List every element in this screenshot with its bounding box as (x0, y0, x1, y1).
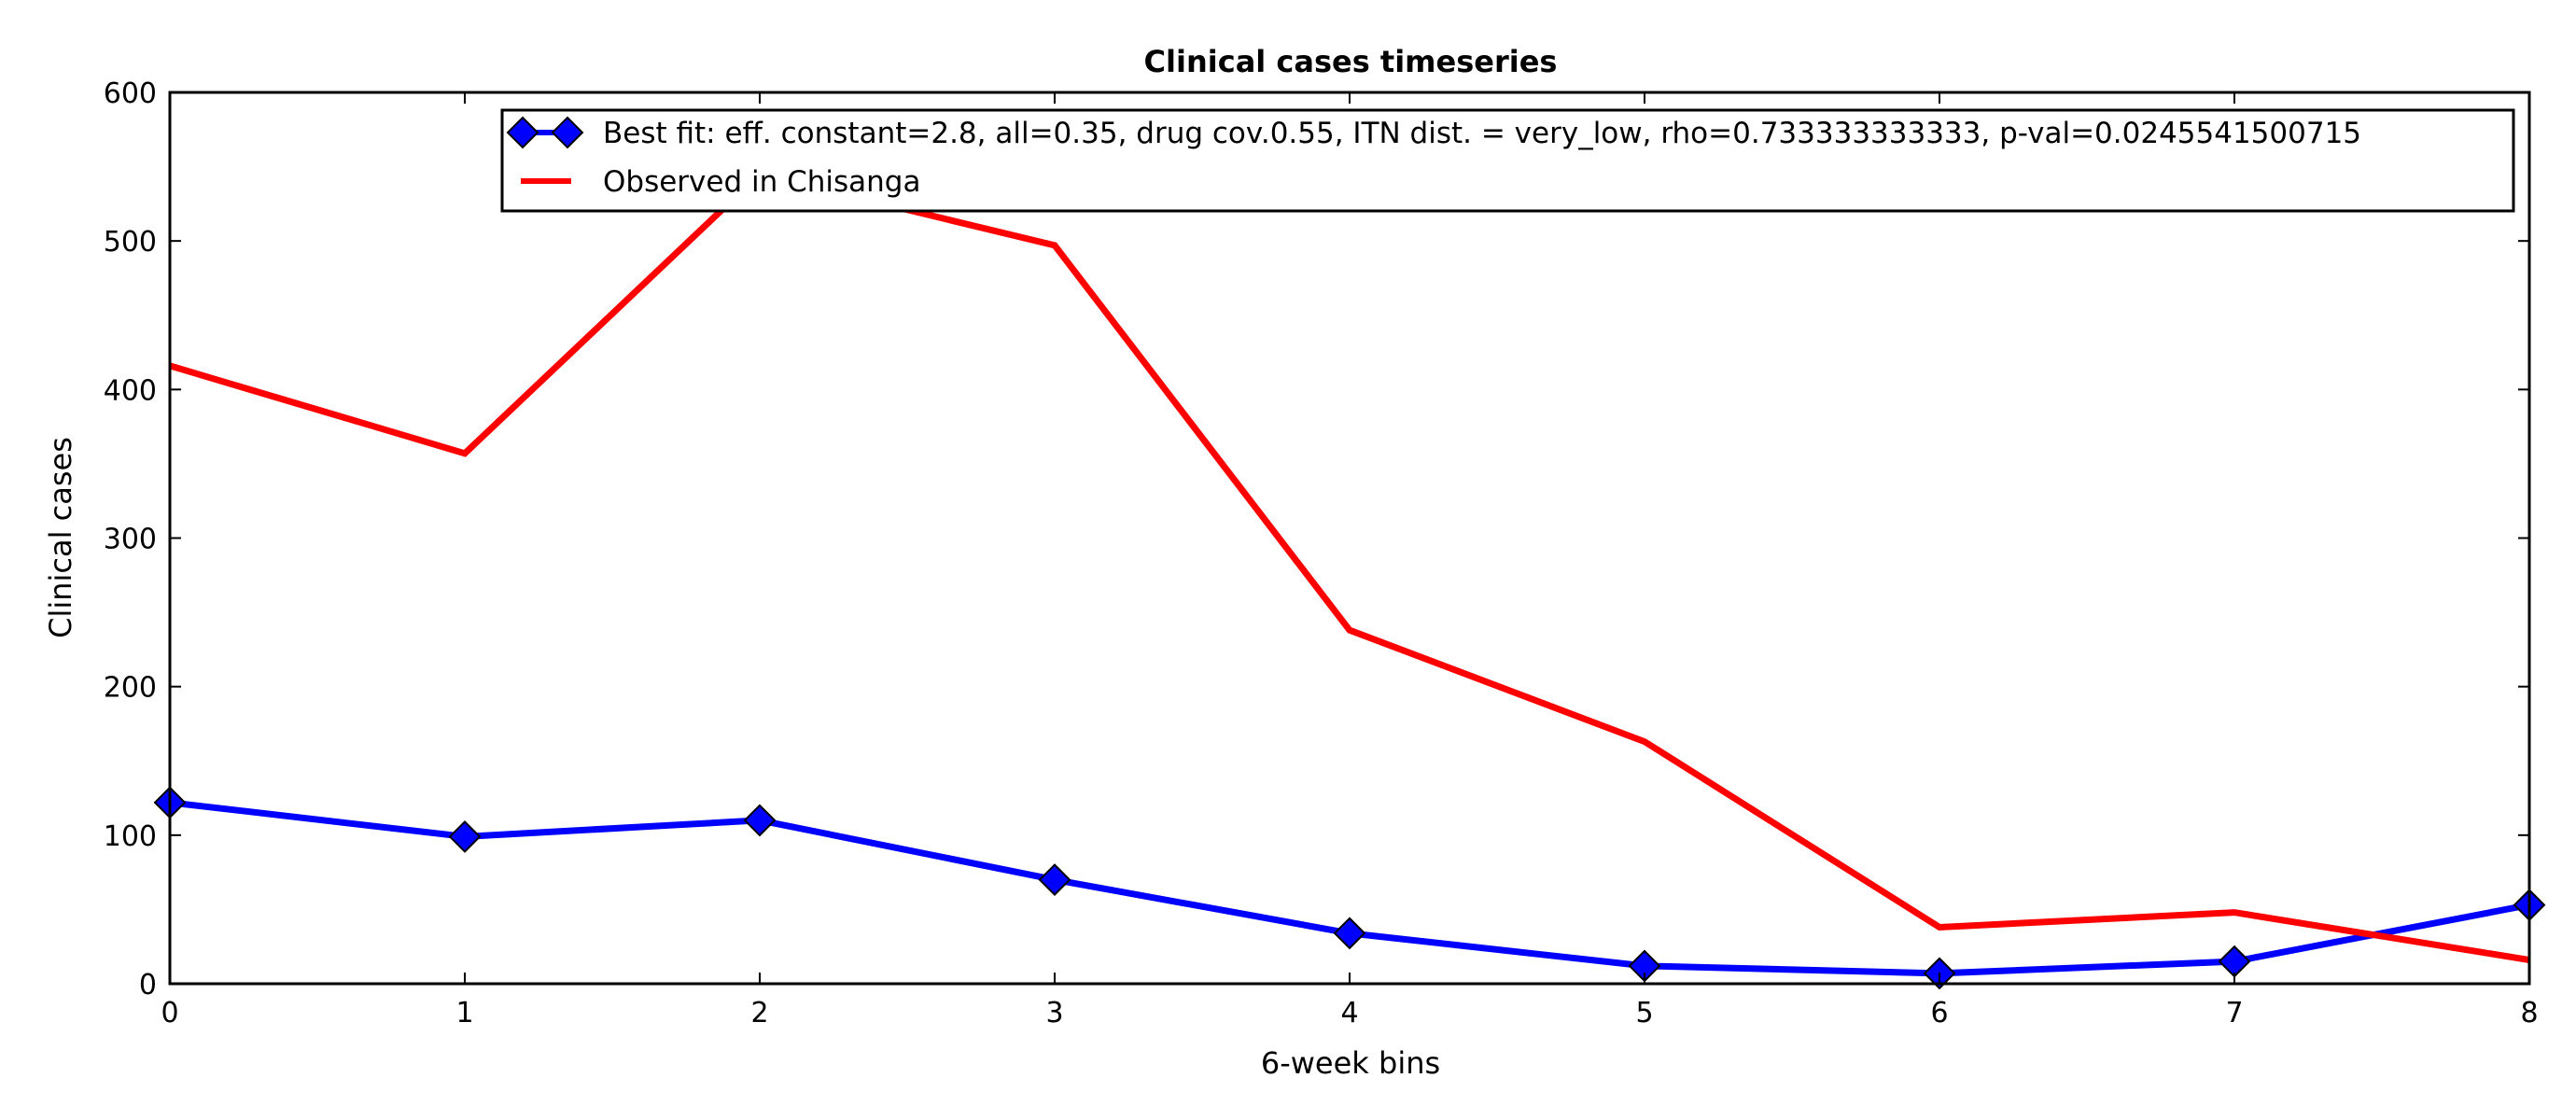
chart-title: Clinical cases timeseries (1144, 44, 1558, 79)
y-tick-label: 500 (104, 226, 157, 259)
y-tick-label: 200 (104, 672, 157, 705)
legend-box (500, 108, 2515, 213)
x-axis-label: 6-week bins (1261, 1045, 1440, 1081)
legend-marker-best-fit-left (506, 116, 539, 149)
x-tick-label: 7 (2225, 997, 2243, 1029)
x-tick-label: 1 (455, 997, 473, 1029)
x-tick-label: 0 (161, 997, 178, 1029)
legend-label-observed: Observed in Chisanga (603, 165, 921, 199)
legend-label-best-fit: Best fit: eff. constant=2.8, all=0.35, d… (603, 117, 2361, 150)
series-0-point (743, 804, 777, 837)
y-tick-label: 600 (104, 77, 157, 110)
x-tick-label: 4 (1340, 997, 1358, 1029)
y-axis-label: Clinical cases (43, 437, 78, 638)
series-0-point (1333, 917, 1366, 950)
series-line-1 (170, 170, 2529, 963)
x-tick-label: 2 (750, 997, 768, 1029)
y-tick-label: 0 (139, 969, 157, 1001)
legend: Best fit: eff. constant=2.8, all=0.35, d… (500, 108, 2515, 213)
plot-frame (168, 91, 2531, 986)
series-0-point (448, 820, 482, 853)
x-tick-label: 8 (2520, 997, 2538, 1029)
legend-marker-best-fit-right (551, 116, 584, 149)
ticks-layer: 0 1 2 3 4 5 6 7 8 0 100 200 300 400 500 600 (104, 77, 2539, 1029)
y-tick-label: 300 (104, 524, 157, 556)
x-tick-label: 3 (1045, 997, 1063, 1029)
y-tick-label: 100 (104, 820, 157, 853)
x-tick-label: 5 (1635, 997, 1653, 1029)
x-tick-label: 6 (1930, 997, 1948, 1029)
y-tick-label: 400 (104, 374, 157, 407)
series-0-point (1038, 863, 1071, 896)
